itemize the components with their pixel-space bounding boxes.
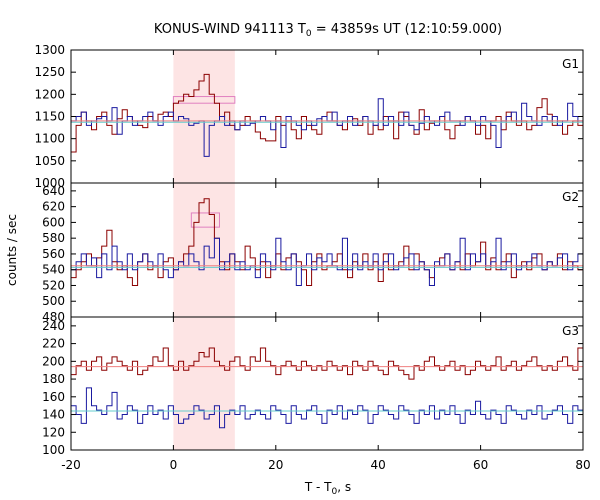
panel-label: G2 xyxy=(562,190,579,204)
plot-area: 1000105011001150120012501300G14805005205… xyxy=(34,43,590,472)
series-red xyxy=(71,73,583,153)
series-red xyxy=(71,198,583,286)
series-blue xyxy=(71,98,583,157)
panel-plot xyxy=(71,198,583,286)
y-tick-label: 160 xyxy=(42,390,65,404)
y-tick-label: 1300 xyxy=(34,43,65,57)
chart-title: KONUS-WIND 941113 T0 = 43859s UT (12:10:… xyxy=(154,22,502,39)
panel-frame xyxy=(70,316,584,451)
y-tick-label: 520 xyxy=(42,278,65,292)
x-tick-label: 60 xyxy=(473,458,488,472)
series-blue xyxy=(71,387,583,429)
panel-plot xyxy=(71,329,583,429)
y-tick-label: 220 xyxy=(42,337,65,351)
y-tick-label: 140 xyxy=(42,408,65,422)
panel-label: G1 xyxy=(562,57,579,71)
x-axis-label: T - T0, s xyxy=(304,480,351,497)
x-tick-label: 80 xyxy=(575,458,590,472)
y-tick-label: 1150 xyxy=(34,110,65,124)
panel-label: G3 xyxy=(562,324,579,338)
y-tick-label: 1200 xyxy=(34,87,65,101)
y-tick-label: 200 xyxy=(42,354,65,368)
x-tick-label: 0 xyxy=(170,458,178,472)
y-tick-label: 620 xyxy=(42,200,65,214)
fit-box xyxy=(172,96,236,104)
x-tick-label: 40 xyxy=(371,458,386,472)
panel-frame xyxy=(70,182,584,318)
y-tick-label: 540 xyxy=(42,263,65,277)
panel-g3: 100 120 140 160 180 200 220 240 G3 xyxy=(42,316,584,457)
fit-box xyxy=(190,212,220,228)
y-tick-label: 1050 xyxy=(34,154,65,168)
y-tick-label: 500 xyxy=(42,294,65,308)
y-tick-label: 640 xyxy=(42,184,65,198)
highlight-band xyxy=(173,317,235,450)
y-tick-label: 600 xyxy=(42,215,65,229)
y-tick-label: 1100 xyxy=(34,132,65,146)
panel-g1: 1000 1050 1100 1150 1200 1250 1300 G1 xyxy=(34,43,584,190)
y-tick-label: 180 xyxy=(42,372,65,386)
series-red xyxy=(71,329,583,380)
y-tick-label: 240 xyxy=(42,319,65,333)
y-tick-label: 560 xyxy=(42,247,65,261)
y-axis-label: counts / sec xyxy=(5,214,19,286)
y-tick-label: 1250 xyxy=(34,65,65,79)
y-tick-label: 120 xyxy=(42,425,65,439)
y-tick-label: 100 xyxy=(42,443,65,457)
panel-plot xyxy=(71,73,583,157)
y-tick-label: 1000 xyxy=(34,176,65,190)
y-tick-label: 480 xyxy=(42,310,65,324)
series-blue xyxy=(71,237,583,286)
y-tick-label: 580 xyxy=(42,231,65,245)
x-tick-label: 20 xyxy=(268,458,283,472)
x-tick-label: -20 xyxy=(61,458,81,472)
